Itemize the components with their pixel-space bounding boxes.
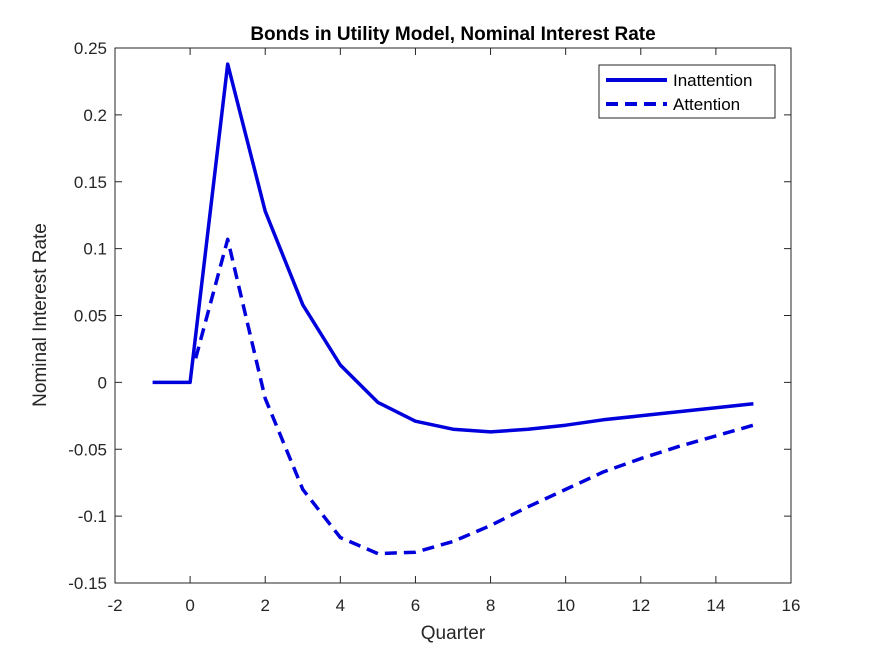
x-tick-label: 2 <box>260 596 269 615</box>
x-tick-label: 0 <box>185 596 194 615</box>
axis-ticks: -2 0 2 4 6 8 10 12 14 16 -0.15 -0.1 -0.05 0 0.05 0.1 0.1… <box>68 39 800 615</box>
x-tick-label: 10 <box>556 596 575 615</box>
y-tick-label: 0 <box>98 373 107 392</box>
x-tick-label: -2 <box>107 596 122 615</box>
y-tick-label: -0.1 <box>78 507 107 526</box>
y-tick-label: -0.05 <box>68 440 107 459</box>
x-tick-label: 8 <box>486 596 495 615</box>
y-tick-label: 0.1 <box>83 240 107 259</box>
y-axis-title: Nominal Interest Rate <box>30 223 51 407</box>
legend: Inattention Attention <box>598 64 776 119</box>
x-tick-label: 14 <box>706 596 725 615</box>
x-tick-label: 12 <box>631 596 650 615</box>
legend-label-attention: Attention <box>673 95 740 114</box>
series-line-inattention <box>152 62 754 434</box>
series-line-attention <box>194 237 754 556</box>
y-tick-label: 0.2 <box>83 106 107 125</box>
x-tick-label: 6 <box>411 596 420 615</box>
x-tick-label: 4 <box>336 596 345 615</box>
legend-label-inattention: Inattention <box>673 71 752 90</box>
y-tick-label: -0.15 <box>68 574 107 593</box>
x-tick-label: 16 <box>782 596 801 615</box>
y-tick-label: 0.25 <box>74 39 107 58</box>
chart-title: Bonds in Utility Model, Nominal Interest… <box>250 24 655 45</box>
series-layer <box>152 62 754 556</box>
y-tick-label: 0.15 <box>74 173 107 192</box>
legend-box <box>598 64 776 119</box>
y-tick-label: 0.05 <box>74 307 107 326</box>
plot-area <box>114 47 792 584</box>
x-axis-title: Quarter <box>421 623 486 644</box>
